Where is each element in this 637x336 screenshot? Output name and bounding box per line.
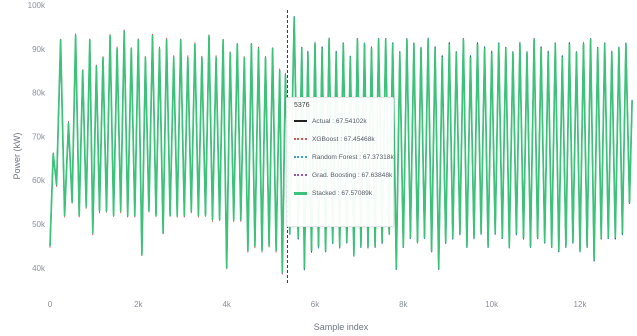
y-tick-label: 60k xyxy=(32,176,46,185)
series-line-stacked xyxy=(49,17,633,274)
y-tick-label: 50k xyxy=(32,220,46,229)
tooltip-value-actual: Actual : 67.54102k xyxy=(312,117,367,125)
x-tick-label: 12k xyxy=(574,300,588,309)
tooltip-value-grad-boosting: Grad. Boosting : 67.63848k xyxy=(312,171,393,179)
x-tick-label: 6k xyxy=(311,300,320,309)
tooltip-value-stacked: Stacked : 67.57089k xyxy=(312,189,373,197)
x-tick-label: 8k xyxy=(399,300,408,309)
x-axis-ticks: 0 2k 4k 6k 8k 10k 12k xyxy=(48,300,588,309)
y-tick-label: 90k xyxy=(32,45,46,54)
tooltip-row-stacked: Stacked : 67.57089k xyxy=(294,188,372,198)
y-tick-label: 80k xyxy=(32,89,46,98)
tooltip-swatch-grad-boosting xyxy=(294,174,307,176)
x-tick-label: 10k xyxy=(485,300,499,309)
y-tick-label: 70k xyxy=(32,132,46,141)
tooltip-row-xgboost: XGBoost : 67.45468k xyxy=(294,134,375,144)
tooltip-swatch-actual xyxy=(294,120,307,122)
tooltip-sample-index: 5376 xyxy=(294,102,310,109)
x-tick-label: 0 xyxy=(48,300,53,309)
x-tick-label: 2k xyxy=(134,300,143,309)
y-tick-label: 40k xyxy=(32,264,46,273)
hover-tooltip: 5376 Actual : 67.54102k XGBoost : 67.454… xyxy=(286,97,394,227)
series-lines xyxy=(49,15,633,275)
tooltip-value-xgboost: XGBoost : 67.45468k xyxy=(312,135,375,143)
y-tick-label: 100k xyxy=(28,1,46,10)
y-axis-title: Power (kW) xyxy=(12,132,22,179)
tooltip-swatch-xgboost xyxy=(294,138,307,140)
tooltip-swatch-stacked xyxy=(294,191,307,195)
x-axis-title: Sample index xyxy=(314,322,369,332)
x-tick-label: 4k xyxy=(222,300,231,309)
tooltip-row-actual: Actual : 67.54102k xyxy=(294,116,367,126)
tooltip-row-grad-boosting: Grad. Boosting : 67.63848k xyxy=(294,170,392,180)
y-axis-ticks: 40k 50k 60k 70k 80k 90k 100k xyxy=(28,1,46,273)
tooltip-swatch-random-forest xyxy=(294,156,307,158)
tooltip-value-random-forest: Random Forest : 67.37318k xyxy=(312,153,394,161)
tooltip-row-random-forest: Random Forest : 67.37318k xyxy=(294,152,394,162)
